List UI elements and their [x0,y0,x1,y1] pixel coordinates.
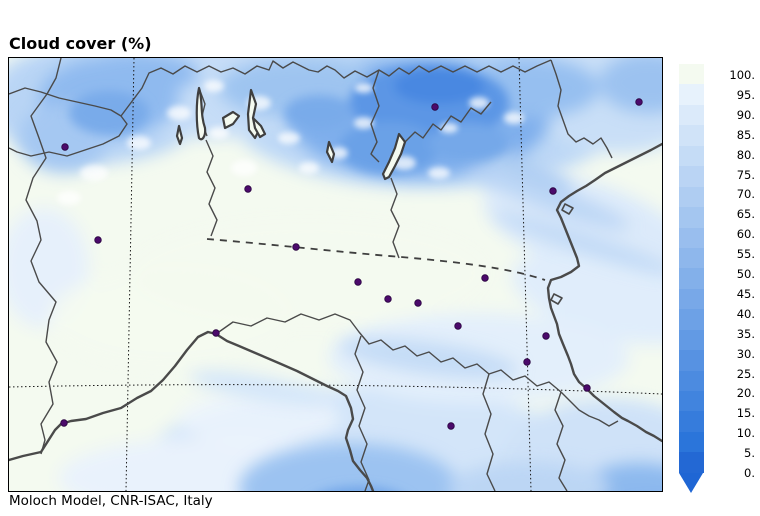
city-marker [414,299,422,307]
lake-como-lecco-branch [251,116,267,139]
colorbar-tick-label: 5. [744,446,755,461]
colorbar-segment [679,64,704,85]
colorbar-segment [679,391,704,412]
city-marker [454,322,462,330]
city-marker [94,236,102,244]
colorbar-tick-label: 0. [744,466,755,480]
colorbar-tick-label: 15. [736,406,755,421]
cloud-cover-map [0,21,719,516]
comacchio-lagoon [550,293,563,305]
city-marker [60,419,68,427]
city-marker [212,329,220,337]
city-marker [447,422,455,430]
colorbar-segment [679,84,704,105]
lake-lugano [221,110,241,130]
colorbar-tick-label: 45. [736,286,755,301]
colorbar-tick-label: 20. [736,386,755,401]
city-marker [481,274,489,282]
colorbar [679,64,704,473]
city-marker [384,295,392,303]
venice-lagoon [561,203,574,215]
colorbar-segment [679,268,704,289]
colorbar-tick-label: 65. [736,207,755,222]
colorbar-tick-label: 85. [736,127,755,142]
colorbar-segment [679,431,704,453]
colorbar-tick-label: 60. [736,227,755,242]
lakes [175,86,407,181]
colorbar-segment [679,104,704,126]
city-marker [583,384,591,392]
colorbar-segment [679,207,704,228]
colorbar-tick-label: 90. [736,107,755,122]
city-marker [523,358,531,366]
colorbar-segment [679,329,704,351]
meridian-line-east [518,57,532,492]
city-marker [244,185,252,193]
city-markers [60,98,643,430]
colorbar-tick-label: 95. [736,87,755,102]
city-marker [635,98,643,106]
ligurian-coast [7,330,375,493]
colorbar-segment [679,125,704,146]
meridian-line-west [125,57,135,492]
colorbar-segment [679,145,704,167]
graticule [8,57,663,492]
colorbar-tick-label: 35. [736,326,755,341]
colorbar-tick-labels: 100. 95. 90. 85. 80. 75. 70. 65. 60. 55. 50. 45. 40.… [700,64,755,484]
colorbar-tick-label: 55. [736,247,755,262]
coastlines [7,142,664,493]
city-marker [549,187,557,195]
colorbar-segment [679,247,704,269]
colorbar-segment [679,350,704,371]
colorbar-tick-label: 70. [736,187,755,202]
colorbar-arrow-icon [679,473,703,493]
parallel-line [8,384,663,395]
city-marker [431,103,439,111]
lake-iseo [325,140,336,164]
colorbar-tick-label: 100. [729,68,755,82]
city-marker [292,243,300,251]
city-marker [61,143,69,151]
colorbar-segment [679,309,704,330]
river-po [206,238,546,281]
colorbar-tick-label: 75. [736,167,755,182]
lake-orta [175,124,184,146]
page-title: Cloud cover (%) [9,34,152,53]
colorbar-tick-label: 80. [736,147,755,162]
map-frame [0,21,719,516]
colorbar-segment [679,186,704,208]
colorbar-tick-label: 30. [736,346,755,361]
city-marker [542,332,550,340]
colorbar-segment [679,370,704,391]
adriatic-coast [546,142,664,443]
colorbar-tick-label: 25. [736,366,755,381]
lake-maggiore [195,86,207,141]
colorbar-segment [679,166,704,187]
colorbar-tick-label: 50. [736,267,755,281]
colorbar-segment [679,288,704,310]
colorbar-tick-label: 10. [736,426,755,441]
colorbar-tick-label: 40. [736,306,755,321]
colorbar-segment [679,411,704,432]
model-credit: Moloch Model, CNR-ISAC, Italy [9,493,213,509]
region-borders [8,57,619,492]
city-marker [354,278,362,286]
lake-garda [381,132,407,181]
colorbar-segment [679,452,704,473]
colorbar-segment [679,227,704,248]
